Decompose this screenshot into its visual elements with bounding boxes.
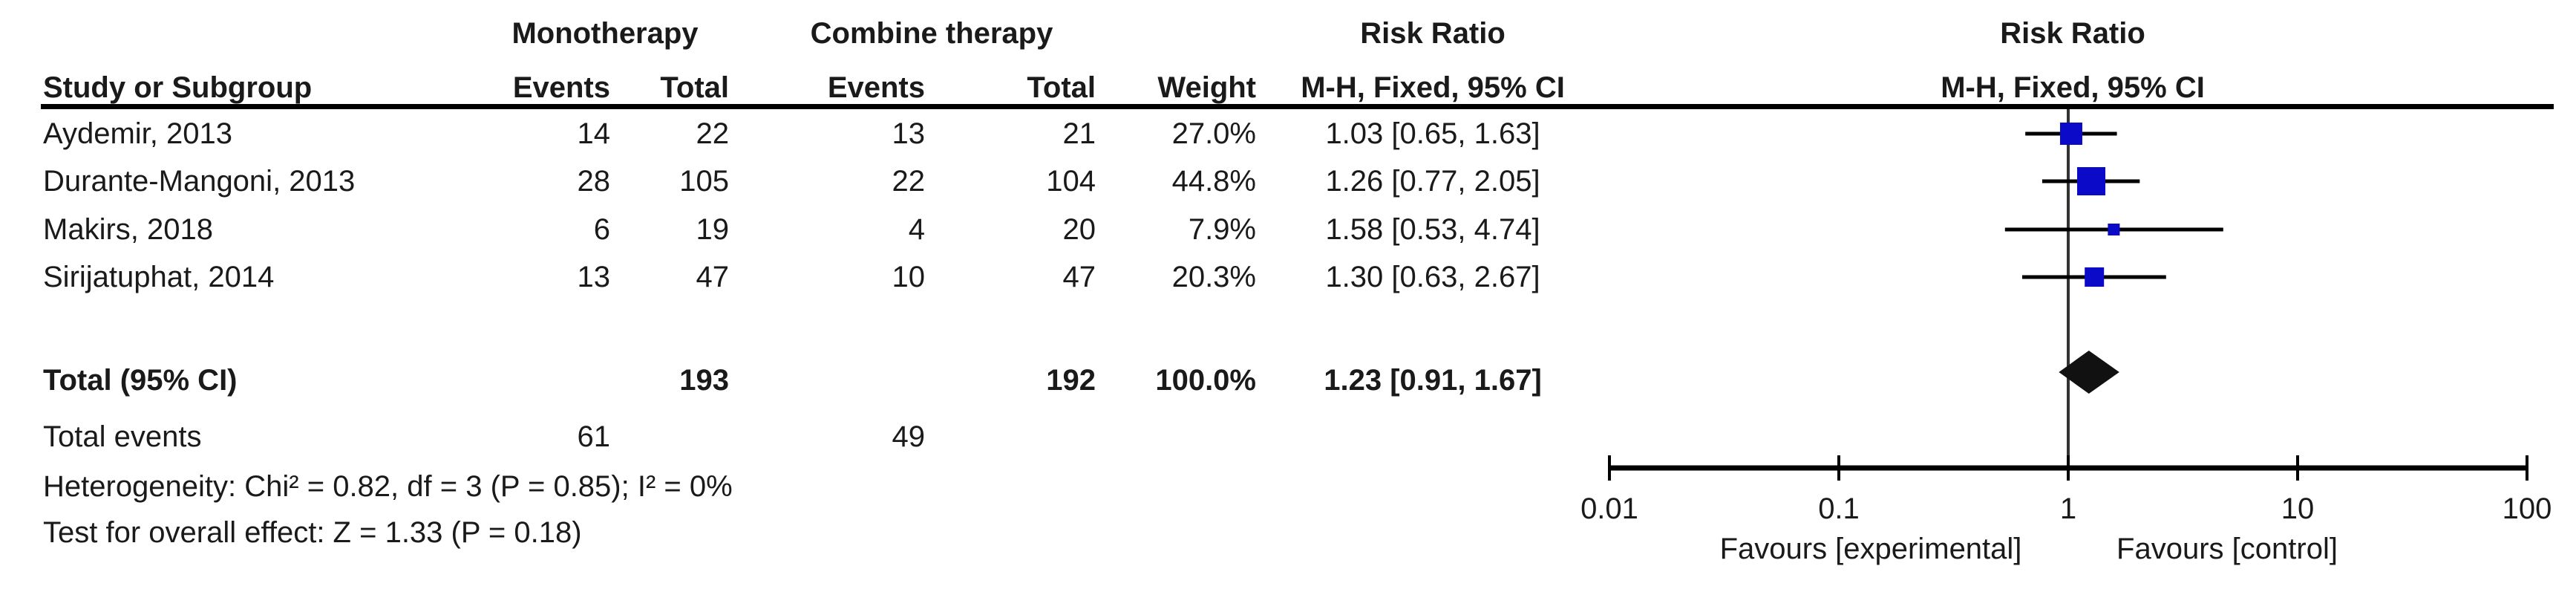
pooled-effect-diamond xyxy=(2059,351,2119,394)
total-weight: 100.0% xyxy=(1155,364,1256,397)
col-header-weight: Weight xyxy=(1157,71,1256,104)
col-header-events-2: Events xyxy=(827,71,925,104)
total-n-2: 192 xyxy=(1046,364,1096,397)
rr-ci-text: 1.30 [0.63, 2.67] xyxy=(1325,261,1540,293)
total-rr-ci: 1.23 [0.91, 1.67] xyxy=(1324,364,1542,397)
overall-effect-text: Test for overall effect: Z = 1.33 (P = 0… xyxy=(43,516,582,549)
plot-subtitle: M-H, Fixed, 95% CI xyxy=(1941,71,2205,104)
weight: 7.9% xyxy=(1188,213,1256,246)
x-tick-label: 0.01 xyxy=(1580,492,1638,525)
group1-header: Monotherapy xyxy=(511,17,699,50)
events-2: 13 xyxy=(892,117,926,150)
study-label: Aydemir, 2013 xyxy=(43,117,232,150)
total-events-label: Total events xyxy=(43,420,202,453)
events-2: 22 xyxy=(892,165,926,198)
effect-square xyxy=(2108,224,2120,235)
total-n-1: 193 xyxy=(679,364,729,397)
col-header-events-1: Events xyxy=(512,71,610,104)
total-2: 104 xyxy=(1046,165,1096,198)
null-effect-line xyxy=(2067,109,2070,473)
header-rule xyxy=(41,104,2554,109)
plot-title: Risk Ratio xyxy=(2000,17,2145,50)
x-tick-label: 1 xyxy=(2060,492,2076,525)
x-axis-tick xyxy=(2526,455,2528,481)
col-header-mh-ci: M-H, Fixed, 95% CI xyxy=(1301,71,1565,104)
total-2: 20 xyxy=(1062,213,1096,246)
total-1: 19 xyxy=(696,213,730,246)
events-2: 10 xyxy=(892,261,926,293)
effect-square xyxy=(2059,123,2082,145)
forest-plot-canvas: 0.01 0.1 1 10 100 Favours [experimental] Favou… xyxy=(1580,109,2552,565)
total-events-1: 61 xyxy=(577,420,611,453)
rr-ci-text: 1.58 [0.53, 4.74] xyxy=(1325,213,1540,246)
group2-header: Combine therapy xyxy=(810,17,1053,50)
total-events-2: 49 xyxy=(892,420,926,453)
col-header-total-1: Total xyxy=(660,71,729,104)
x-axis-tick xyxy=(2296,455,2299,481)
events-2: 4 xyxy=(908,213,925,246)
weight: 20.3% xyxy=(1171,261,1256,293)
x-tick-label: 10 xyxy=(2281,492,2315,525)
x-axis-tick xyxy=(1837,455,1840,481)
rr-ci-text: 1.03 [0.65, 1.63] xyxy=(1325,117,1540,150)
study-label: Makirs, 2018 xyxy=(43,213,213,246)
effect-square xyxy=(2077,167,2106,195)
total-2: 47 xyxy=(1062,261,1096,293)
x-axis-tick xyxy=(1608,455,1611,481)
favours-right-label: Favours [control] xyxy=(2116,533,2338,565)
weight: 44.8% xyxy=(1171,165,1256,198)
rr-ci-text: 1.26 [0.77, 2.05] xyxy=(1325,165,1540,198)
rr-column-title: Risk Ratio xyxy=(1360,17,1506,50)
col-header-total-2: Total xyxy=(1027,71,1096,104)
total-label: Total (95% CI) xyxy=(43,364,238,397)
total-1: 105 xyxy=(679,165,729,198)
heterogeneity-text: Heterogeneity: Chi² = 0.82, df = 3 (P = … xyxy=(43,470,733,503)
col-header-study: Study or Subgroup xyxy=(43,71,313,104)
events-1: 28 xyxy=(577,165,611,198)
effect-square xyxy=(2085,267,2105,287)
favours-left-label: Favours [experimental] xyxy=(1720,533,2022,565)
study-label: Durante-Mangoni, 2013 xyxy=(43,165,356,198)
weight: 27.0% xyxy=(1171,117,1256,150)
total-1: 22 xyxy=(696,117,730,150)
x-tick-label: 100 xyxy=(2503,492,2552,525)
events-1: 6 xyxy=(593,213,610,246)
events-1: 13 xyxy=(577,261,611,293)
study-label: Sirijatuphat, 2014 xyxy=(43,261,275,293)
x-tick-label: 0.1 xyxy=(1818,492,1860,525)
total-2: 21 xyxy=(1062,117,1096,150)
total-1: 47 xyxy=(696,261,730,293)
events-1: 14 xyxy=(577,117,611,150)
x-axis-tick xyxy=(2067,455,2070,481)
